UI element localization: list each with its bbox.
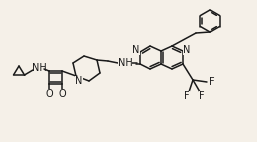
- Text: F: F: [199, 91, 205, 101]
- Text: O: O: [45, 89, 53, 99]
- Text: N: N: [75, 76, 83, 86]
- Text: F: F: [209, 77, 215, 87]
- Text: NH: NH: [118, 58, 132, 68]
- Text: NH: NH: [32, 63, 46, 73]
- Text: N: N: [132, 45, 140, 55]
- Text: F: F: [184, 91, 190, 101]
- Text: N: N: [183, 45, 191, 55]
- Text: O: O: [58, 89, 66, 99]
